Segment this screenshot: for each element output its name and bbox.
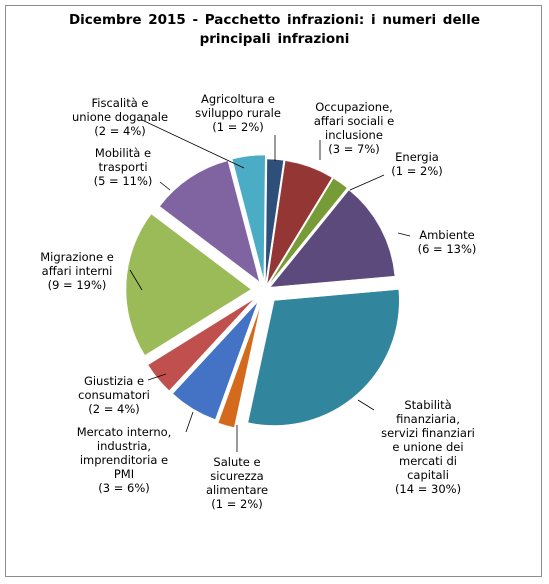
pie-slice-stabilita-finanziaria-servizi-finanziari-e-unione-dei-mercati-di-capitali [247,289,400,426]
pie-slice-migrazione-e-affari-interni [125,213,252,356]
leader-line-stabilita-finanziaria-servizi-finanziari-e-unione-dei-mercati-di-capitali [357,399,375,411]
pie-slice-salute-e-sicurezza-alimentare [217,305,261,428]
pie-slice-giustizia-e-consumatori [147,298,255,391]
leader-line-migrazione-e-affari-interni [129,269,143,291]
pie-slice-occupazione-affari-sociali-e-inclusione [266,160,333,285]
leader-line-energia [349,174,385,191]
pie-slice-mercato-interno-industria-imprenditoria-e-pmi [172,301,258,420]
pie-slice-ambiente [269,189,396,288]
leader-line-mobilita-e-trasporti [159,181,171,191]
leader-line-fiscalita-e-unione-doganale [141,119,245,169]
pie-slice-energia [268,177,348,286]
slice-label-occupazione-affari-sociali-e-inclusione: Occupazione, affari sociali e inclusione… [313,100,395,156]
slice-label-mobilita-e-trasporti: Mobilità e trasporti (5 = 11%) [93,146,153,188]
slice-label-fiscalita-e-unione-doganale: Fiscalità e unione doganale (2 = 4%) [71,96,169,138]
slice-label-giustizia-e-consumatori: Giustizia e consumatori (2 = 4%) [78,374,150,416]
leader-line-giustizia-e-consumatori [147,373,167,381]
pie-slice-fiscalita-e-unione-doganale [231,154,266,281]
slice-label-ambiente: Ambiente (6 = 13%) [417,228,477,256]
leader-line-mercato-interno-industria-imprenditoria-e-pmi [185,411,194,433]
chart-frame [5,5,542,577]
slice-label-agricoltura-e-sviluppo-rurale: Agricoltura e sviluppo rurale (1 = 2%) [195,92,281,134]
chart-title: Dicembre 2015 - Pacchetto infrazioni: i … [68,12,481,47]
slice-label-stabilita-finanziaria-servizi-finanziari-e-unione-dei-mercati-di-capitali: Stabilità finanziaria, servizi finanziar… [381,398,475,496]
slice-label-energia: Energia (1 = 2%) [391,150,443,178]
slice-label-migrazione-e-affari-interni: Migrazione e affari interni (9 = 19%) [40,250,114,292]
leader-line-ambiente [397,232,411,237]
slice-label-mercato-interno-industria-imprenditoria-e-pmi: Mercato interno, industria, imprenditori… [76,425,172,495]
pie-slice-mobilita-e-trasporti [159,160,260,283]
slice-label-salute-e-sicurezza-alimentare: Salute e sicurezza alimentare (1 = 2%) [205,455,269,511]
